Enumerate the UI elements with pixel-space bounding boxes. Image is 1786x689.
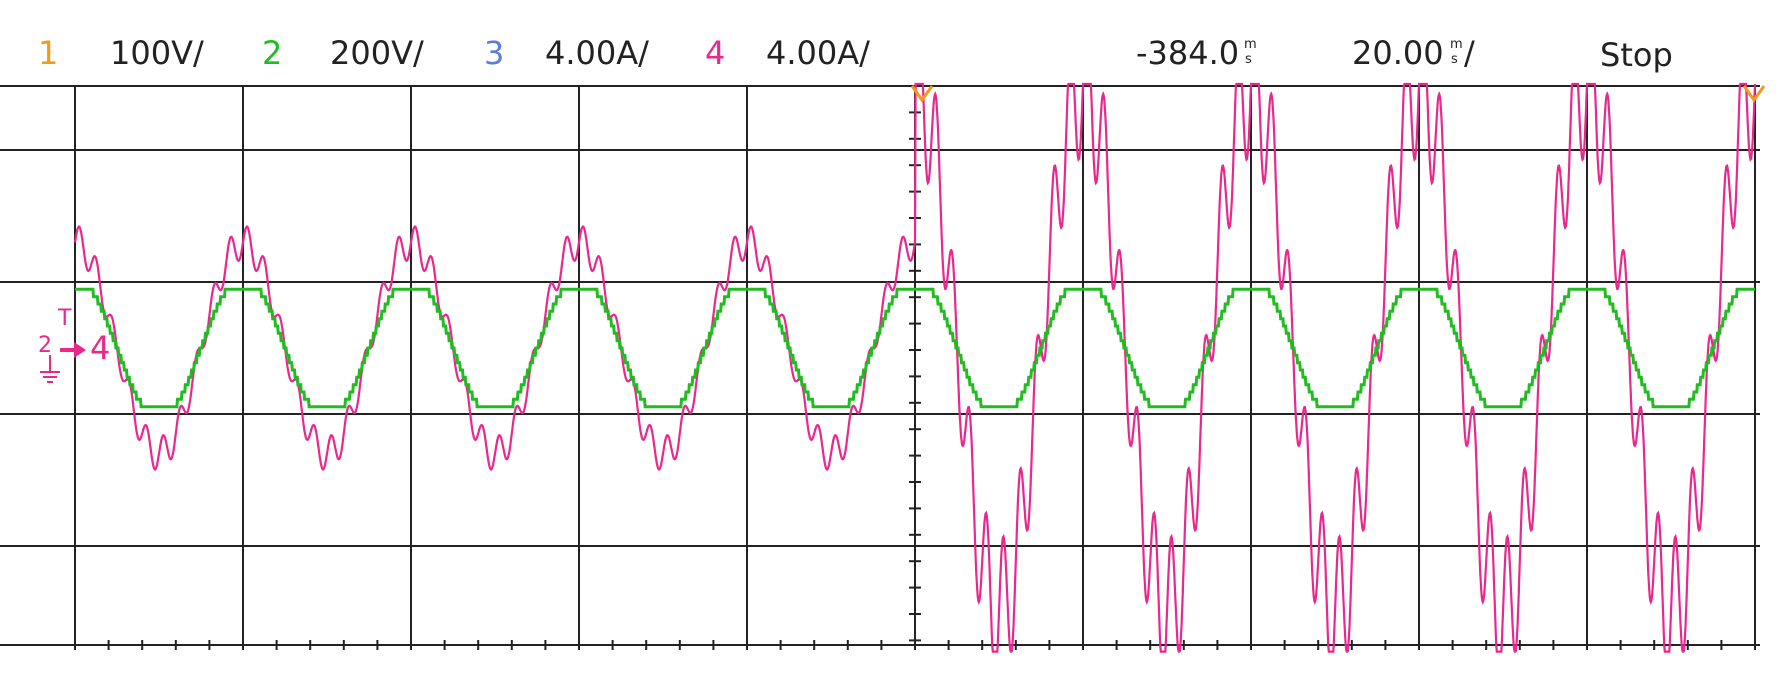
ground-symbol-icon — [40, 355, 60, 383]
timebase-suffix: / — [1464, 34, 1475, 72]
ch3-number: 3 — [484, 34, 504, 72]
ch2-scale: 200V/ — [330, 34, 424, 72]
run-state: Stop — [1600, 36, 1673, 74]
ch3-scale: 4.00A/ — [545, 34, 649, 72]
timebase-unit-top: m — [1450, 37, 1463, 52]
waveform-traces — [73, 82, 1757, 653]
ground-label: 4 — [90, 329, 110, 367]
ch4-trace — [73, 82, 1757, 653]
ch4-scale: 4.00A/ — [766, 34, 870, 72]
ground-arrow-icon — [60, 342, 86, 358]
trigger-position-value: -384.0 — [1136, 34, 1239, 72]
header-bar: 1 100V/ 2 200V/ 3 4.00A/ 4 4.00A/ -384.0… — [38, 34, 1673, 74]
timebase-unit-bottom: s — [1451, 52, 1458, 67]
channel-marker-digit: 2 — [38, 333, 52, 358]
ch1-scale: 100V/ — [110, 34, 204, 72]
channel-ground-marker: 2 T 4 — [38, 306, 110, 383]
graticule — [0, 85, 1760, 650]
ch2-trace — [75, 287, 1755, 409]
trigger-letter: T — [57, 306, 72, 331]
trigger-position-unit-bottom: s — [1245, 52, 1252, 67]
ch4-number: 4 — [705, 34, 725, 72]
trigger-position-unit-top: m — [1244, 37, 1257, 52]
ch1-number: 1 — [38, 34, 58, 72]
trigger-marker-right — [1742, 85, 1766, 103]
timebase-value: 20.00 — [1352, 34, 1444, 72]
trigger-marker-top — [910, 85, 934, 103]
ch2-number: 2 — [262, 34, 282, 72]
